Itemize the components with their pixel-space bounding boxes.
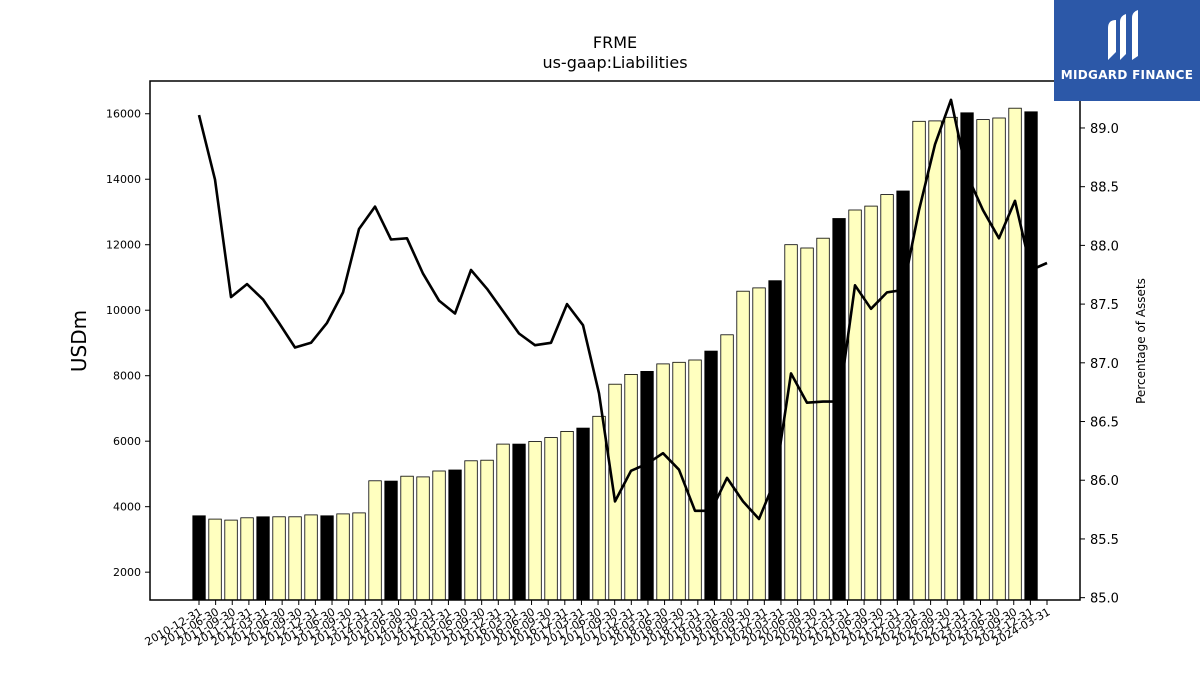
bar-2023-06-30 xyxy=(992,117,1006,601)
bar-2017-03-31 xyxy=(592,415,606,601)
bar-2021-12-31 xyxy=(896,190,910,601)
bar-2013-06-30 xyxy=(352,512,366,601)
bar-2021-09-30 xyxy=(880,194,894,601)
left-tick-label: 2000 xyxy=(113,566,141,579)
bar-2012-06-30 xyxy=(288,516,302,601)
right-tick-label: 87.0 xyxy=(1090,357,1119,372)
left-tick-label: 16000 xyxy=(106,108,141,121)
bar-2021-03-31 xyxy=(848,209,862,601)
bar-2014-03-31 xyxy=(400,475,414,601)
left-tick-label: 12000 xyxy=(106,239,141,252)
bar-2020-12-31 xyxy=(832,218,846,601)
bar-2019-09-30 xyxy=(752,287,766,601)
right-tick-label: 88.0 xyxy=(1090,239,1119,254)
bar-2019-06-30 xyxy=(736,290,750,601)
bar-2021-06-30 xyxy=(864,205,878,601)
left-tick-label: 6000 xyxy=(113,435,141,448)
bar-2011-06-30 xyxy=(224,519,238,601)
right-axis-ticks: 85.0 85.5 86.0 86.5 87.0 87.5 88.0 88.5 89.0 xyxy=(1080,122,1119,607)
bar-2023-12-31 xyxy=(1024,111,1038,601)
bar-2016-06-30 xyxy=(544,437,558,601)
bar-2023-09-30 xyxy=(1008,107,1022,601)
bar-2014-09-30 xyxy=(432,470,446,601)
brand-logo: MIDGARD FINANCE xyxy=(1054,0,1200,101)
bar-2020-06-30 xyxy=(800,247,814,601)
left-tick-label: 8000 xyxy=(113,370,141,383)
bar-2018-03-31 xyxy=(656,363,670,601)
midgard-logo-icon xyxy=(1108,10,1138,60)
bar-2014-12-31 xyxy=(448,469,462,601)
right-tick-label: 86.5 xyxy=(1090,416,1119,431)
bar-2018-12-31 xyxy=(704,350,718,601)
left-tick-label: 14000 xyxy=(106,173,141,186)
bar-2014-06-30 xyxy=(416,476,430,601)
bar-2022-09-30 xyxy=(944,116,958,601)
bar-2016-12-31 xyxy=(576,427,590,601)
bar-2022-06-30 xyxy=(928,120,942,601)
bar-2012-03-31 xyxy=(272,516,286,601)
bar-2010-12-31 xyxy=(192,515,206,601)
right-tick-label: 89.0 xyxy=(1090,122,1119,137)
brand-name: MIDGARD FINANCE xyxy=(1060,68,1194,82)
bar-2012-09-30 xyxy=(304,514,318,601)
left-axis-ticks: 2000 4000 6000 8000 10000 12000 14000 16000 xyxy=(106,108,150,579)
bar-2016-03-31 xyxy=(528,441,542,601)
bar-2011-09-30 xyxy=(240,517,254,601)
bar-2018-09-30 xyxy=(688,359,702,601)
right-tick-label: 87.5 xyxy=(1090,298,1119,313)
bar-2015-06-30 xyxy=(480,459,494,601)
left-tick-label: 4000 xyxy=(113,501,141,514)
y-axis-label-left: USDm xyxy=(67,310,91,372)
bar-2013-12-31 xyxy=(384,480,398,601)
bar-2019-12-31 xyxy=(768,280,782,601)
y-axis-label-right: Percentage of Assets xyxy=(1134,278,1148,404)
right-tick-label: 85.0 xyxy=(1090,592,1119,607)
bar-2016-09-30 xyxy=(560,430,574,601)
bar-2015-03-31 xyxy=(464,460,478,601)
percentage-line xyxy=(197,98,1048,521)
bar-2012-12-31 xyxy=(320,515,334,601)
right-tick-label: 85.5 xyxy=(1090,533,1119,548)
bar-2013-03-31 xyxy=(336,513,350,601)
bar-series xyxy=(192,107,1038,601)
chart-title: FRME xyxy=(593,33,637,52)
bar-2013-09-30 xyxy=(368,480,382,601)
bar-2015-09-30 xyxy=(496,443,510,601)
bar-2011-12-31 xyxy=(256,516,270,601)
right-tick-label: 86.0 xyxy=(1090,474,1119,489)
x-axis-ticks: 2010-12-312011-06-302011-09-302011-12-31… xyxy=(143,600,1053,649)
bar-2020-09-30 xyxy=(816,237,830,601)
right-tick-label: 88.5 xyxy=(1090,181,1119,196)
bar-2015-12-31 xyxy=(512,443,526,601)
bar-2011-03-31 xyxy=(208,518,222,601)
chart-subtitle: us-gaap:Liabilities xyxy=(542,53,687,72)
bar-2017-12-31 xyxy=(640,370,654,601)
left-tick-label: 10000 xyxy=(106,304,141,317)
bar-2020-03-31 xyxy=(784,244,798,601)
bar-2017-09-30 xyxy=(624,373,638,601)
bar-2023-03-31 xyxy=(976,119,990,601)
bar-2019-03-31 xyxy=(720,334,734,601)
